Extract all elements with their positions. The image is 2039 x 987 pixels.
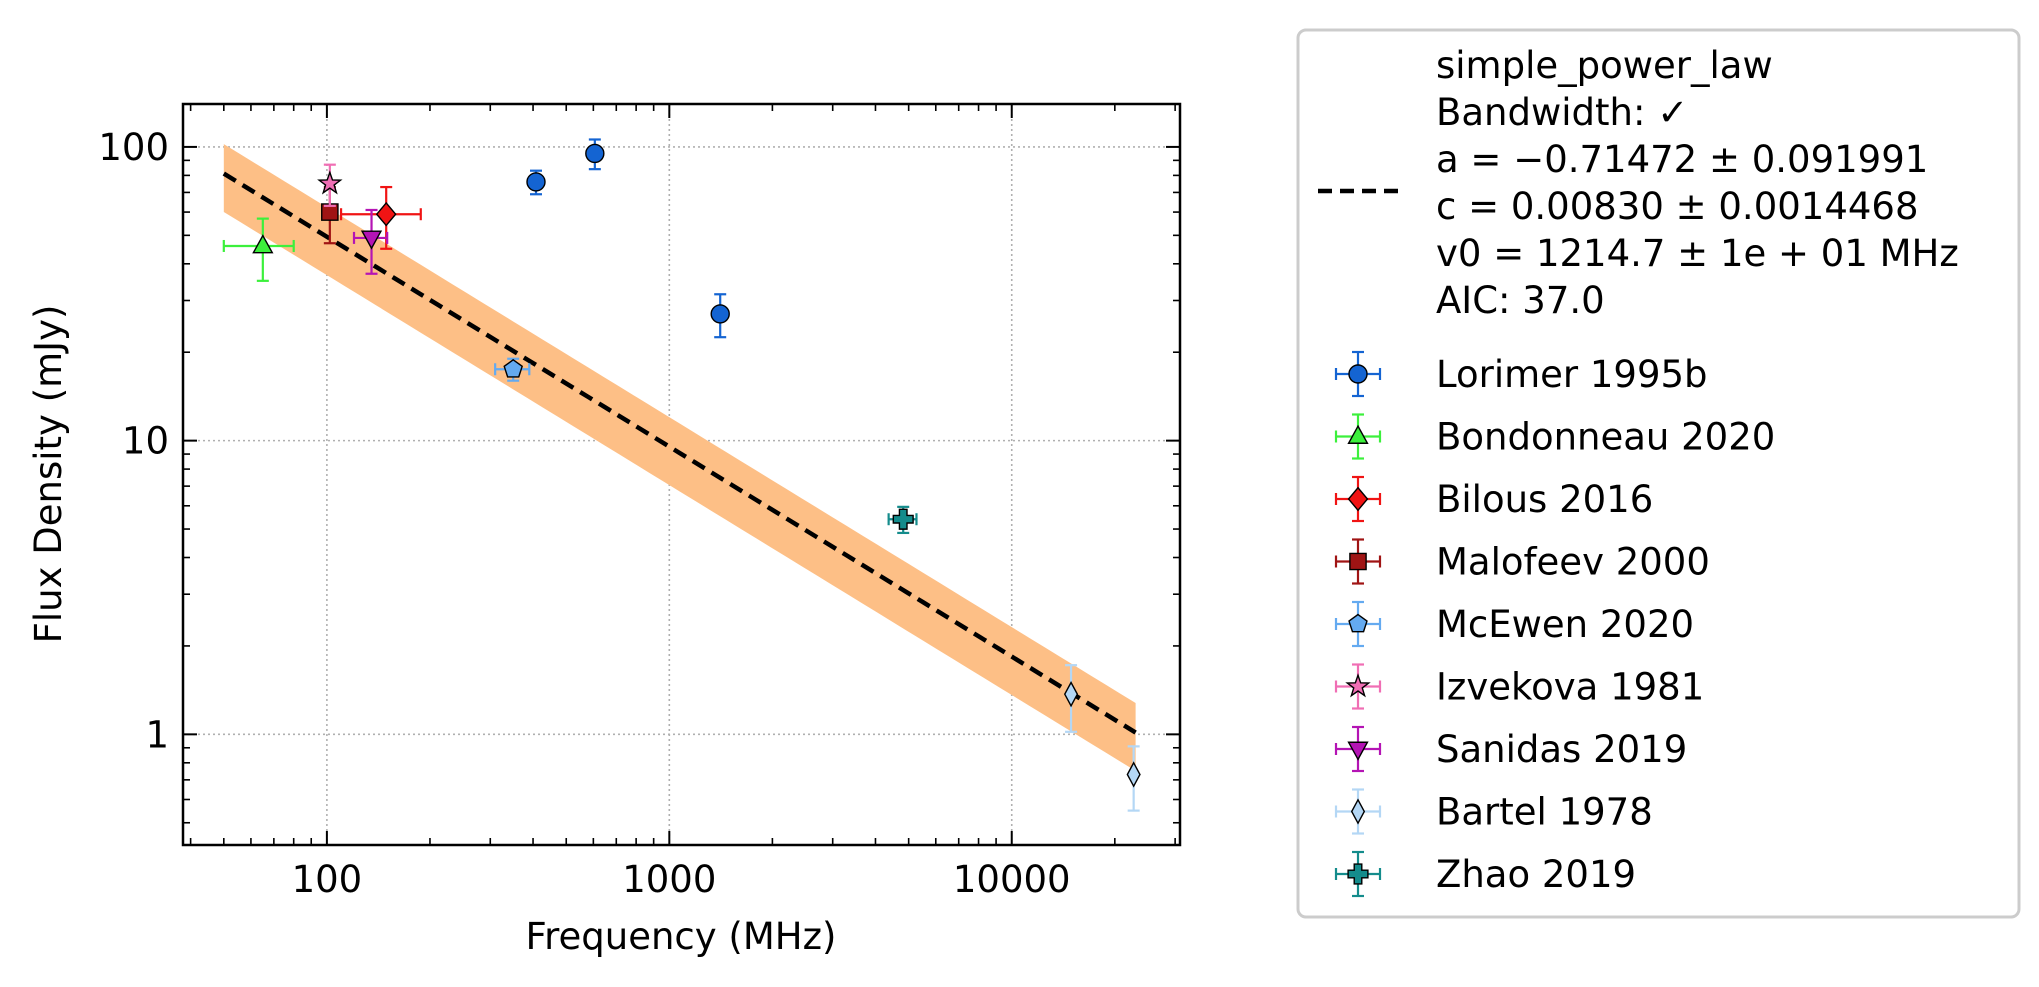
legend-label: Bartel 1978 [1436, 791, 1653, 834]
legend-frame [1296, 28, 2021, 919]
fit-uncertainty-band [223, 144, 1136, 771]
legend-marker [1348, 364, 1368, 384]
legend-label: McEwen 2020 [1436, 603, 1694, 646]
legend-error-bars [1334, 350, 1382, 398]
legend-marker [1347, 863, 1369, 885]
data-points-layer [222, 138, 1141, 812]
legend-marker [1347, 741, 1369, 761]
data-point [526, 172, 546, 192]
legend-entry: Lorimer 1995b [1334, 350, 1708, 398]
legend-entry: Zhao 2019 [1334, 850, 1636, 898]
data-point [317, 170, 343, 195]
data-point [503, 358, 524, 378]
axes: 100 1000 10000 1 10 100 [98, 102, 1182, 901]
fit-line [222, 171, 1137, 735]
fit-band-layer [223, 144, 1136, 771]
series-0 [526, 138, 730, 339]
legend-entry: Izvekova 1981 [1334, 663, 1704, 710]
legend-marker [1347, 486, 1369, 512]
legend-label: Bondonneau 2020 [1436, 416, 1775, 459]
legend-entry: Bilous 2016 [1334, 475, 1653, 523]
legend-marker [1347, 424, 1369, 444]
data-point [1063, 681, 1079, 708]
legend-error-bars [1334, 663, 1382, 710]
data-point [710, 304, 730, 324]
data-point [585, 143, 605, 164]
legend-label: Izvekova 1981 [1436, 666, 1704, 709]
legend-fit-text-line: c = 0.00830 ± 0.0014468 [1436, 185, 1918, 228]
series-6 [352, 208, 389, 275]
legend-marker [1350, 798, 1366, 825]
legend-fit-text-line: a = −0.71472 ± 0.091991 [1436, 138, 1928, 181]
data-point [375, 201, 397, 227]
legend-label: Lorimer 1995b [1436, 353, 1708, 396]
x-tick-label: 1000 [622, 858, 716, 901]
plot-frame [181, 102, 1182, 847]
legend-entry: McEwen 2020 [1334, 600, 1694, 648]
series-7 [1063, 664, 1141, 812]
y-tick-label: 10 [122, 420, 169, 463]
data-point [252, 234, 274, 254]
legend-fit-text-line: v0 = 1214.7 ± 1e + 01 MHz [1436, 232, 1959, 275]
legend-marker [1348, 613, 1368, 633]
legend-marker [1349, 552, 1367, 571]
y-tick-label: 1 [145, 713, 169, 756]
legend-label: Sanidas 2019 [1436, 728, 1687, 771]
legend-label: Malofeev 2000 [1436, 541, 1710, 584]
legend-fit-text-line: simple_power_law [1436, 44, 1773, 87]
x-tick-label: 10000 [953, 858, 1071, 901]
legend-entry: Sanidas 2019 [1334, 725, 1687, 773]
x-tick-label: 100 [292, 858, 363, 901]
fit-line-layer [222, 171, 1137, 735]
data-point [1126, 761, 1141, 788]
legend-entry: Bondonneau 2020 [1334, 413, 1775, 460]
legend-label: Bilous 2016 [1436, 478, 1653, 521]
series-4 [494, 357, 531, 382]
series-5 [317, 163, 343, 207]
y-tick-label: 100 [98, 126, 169, 169]
data-point [321, 203, 339, 221]
legend-marker [1345, 673, 1371, 698]
legend-label: Zhao 2019 [1436, 853, 1636, 896]
data-point [360, 230, 383, 250]
legend-fit-text-line: AIC: 37.0 [1436, 279, 1605, 322]
series-8 [887, 505, 918, 535]
data-point [892, 508, 914, 530]
series-1 [222, 217, 295, 282]
x-axis-label: Frequency (MHz) [526, 915, 837, 958]
y-axis-label: Flux Density (mJy) [27, 305, 70, 644]
legend-entry: Malofeev 2000 [1334, 538, 1710, 585]
legend-fit-text-line: Bandwidth: ✓ [1436, 91, 1688, 134]
legend-entry: Bartel 1978 [1334, 788, 1653, 835]
